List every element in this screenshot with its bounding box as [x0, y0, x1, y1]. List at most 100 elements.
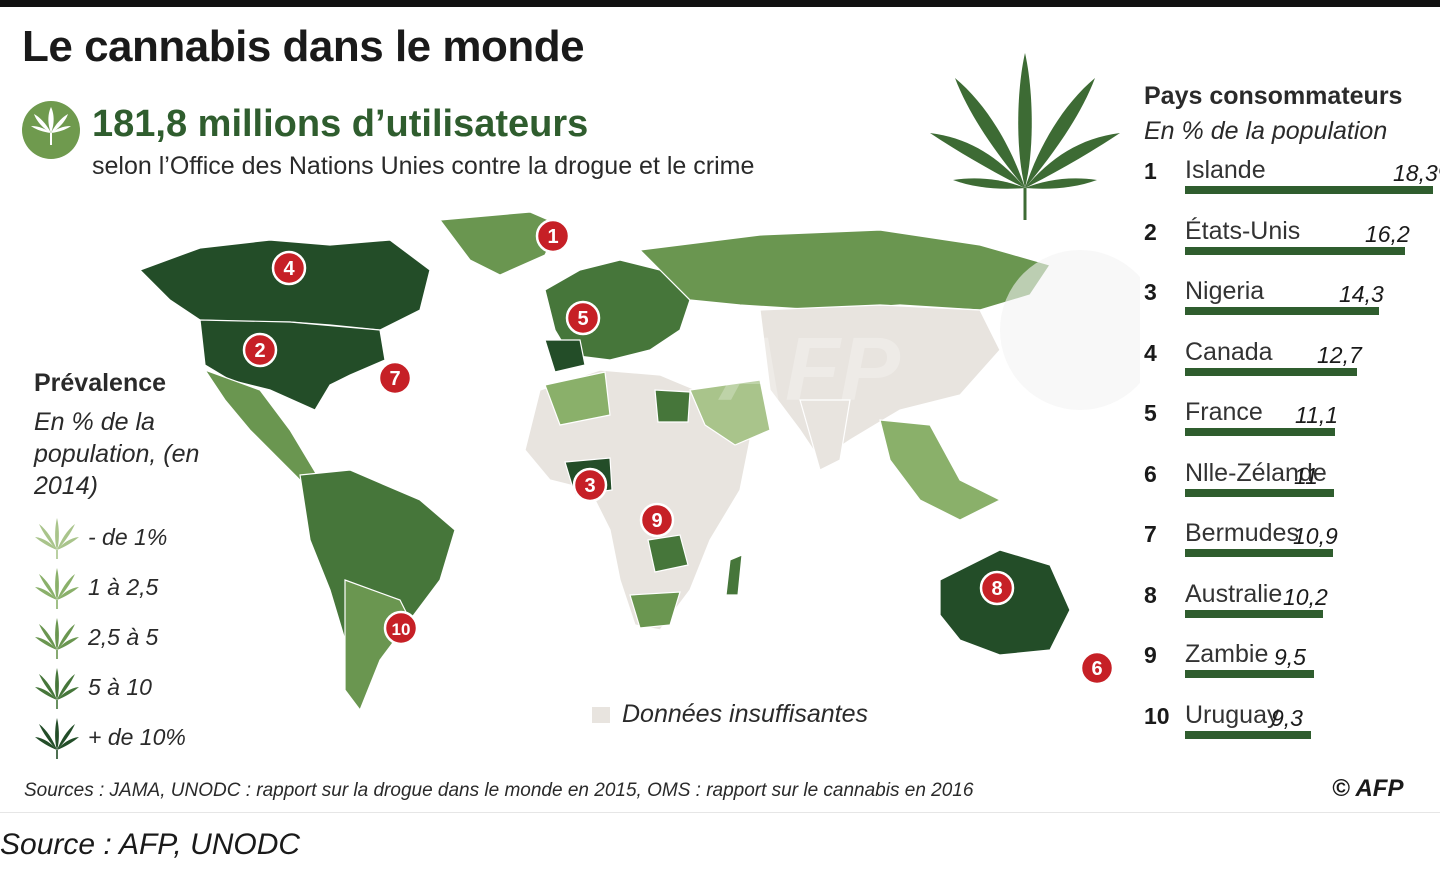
ranking-row: 5 France 11,1: [1144, 398, 1434, 452]
ranking-value: 14,3: [1339, 281, 1384, 307]
ranking-country: Zambie: [1185, 640, 1269, 668]
region-north-africa: [544, 371, 611, 426]
cannabis-leaf-icon: [35, 618, 79, 659]
ranking-value: 9,3: [1271, 704, 1303, 731]
legend-item: 5 à 10: [34, 666, 234, 710]
ranking-row: 2 États-Unis 16,2: [1144, 216, 1434, 271]
map-marker-label: 8: [991, 578, 1002, 600]
ranking-bar: [1185, 367, 1357, 376]
map-marker: 6: [1079, 650, 1115, 686]
map-marker: 2: [242, 332, 278, 368]
ranking-country: Bermudes: [1185, 519, 1299, 547]
map-marker-label: 9: [651, 510, 662, 532]
map-marker: 8: [979, 570, 1015, 606]
ranking-row: 3 Nigeria 14,3: [1144, 277, 1434, 331]
page-title: Le cannabis dans le monde: [22, 22, 585, 71]
cannabis-leaf-badge-icon: [22, 101, 80, 159]
ranking-bar: [1185, 428, 1335, 436]
ranking-bar: [1185, 609, 1323, 618]
ranking-country: États-Unis: [1185, 216, 1301, 245]
cannabis-leaf-icon: [35, 568, 79, 609]
cannabis-leaf-icon: [35, 668, 79, 709]
map-marker-dot: [572, 467, 608, 503]
ranking-row: 1 Islande 18,3%: [1144, 156, 1440, 210]
map-marker-dot: [565, 300, 601, 336]
ranking-country: Australie: [1185, 579, 1283, 608]
sources: Sources : JAMA, UNODC : rapport sur la d…: [24, 780, 974, 801]
ranking-value: 9,5: [1274, 644, 1306, 670]
map-marker-label: 5: [577, 308, 588, 330]
ranking-bar: [1185, 730, 1311, 739]
ranking-subtitle: En % de la population: [1144, 117, 1388, 145]
ranking-rank: 2: [1144, 218, 1157, 245]
legend-item: + de 10%: [34, 716, 234, 760]
map-marker-label: 10: [392, 620, 411, 639]
map-marker: 5: [565, 300, 601, 336]
legend-item: - de 1%: [34, 516, 234, 560]
ranking-value: 12,7: [1317, 341, 1362, 368]
ranking-country: Nlle-Zélande: [1185, 458, 1327, 487]
map-marker-dot: [535, 218, 571, 254]
ranking-row: 6 Nlle-Zélande 11: [1144, 458, 1434, 513]
map-marker-dot: [639, 502, 675, 538]
legend-title: Prévalence: [34, 369, 167, 397]
ranking-bar: [1185, 670, 1314, 678]
map-marker-dot: [377, 360, 413, 396]
map-marker-dot: [242, 332, 278, 368]
ranking-row: 4 Canada 12,7: [1144, 338, 1434, 392]
ranking-country: Islande: [1185, 156, 1266, 184]
ranking-row: 8 Australie 10,2: [1144, 579, 1434, 634]
region-south-america: [299, 469, 456, 712]
ranking-rank: 4: [1144, 339, 1157, 366]
ranking-rank: 10: [1144, 702, 1170, 729]
region-iberia: [544, 339, 586, 373]
region-southeast-asia: [879, 419, 1002, 521]
ranking-rank: 3: [1144, 279, 1157, 305]
legend-item-label: + de 10%: [88, 724, 186, 750]
map-marker: 7: [377, 360, 413, 396]
legend-item-label: 5 à 10: [88, 674, 152, 700]
map-marker-dot: [1079, 650, 1115, 686]
ranking-value: 18,3%: [1393, 160, 1440, 186]
map-marker-dot: [979, 570, 1015, 606]
no-data-swatch: [592, 707, 610, 723]
ranking-country: France: [1185, 398, 1263, 426]
ranking-country: Uruguay: [1185, 700, 1280, 729]
ranking-rank: 6: [1144, 460, 1157, 487]
headline: 181,8 millions d’utilisateurs: [92, 103, 589, 145]
ranking-rank: 5: [1144, 400, 1157, 426]
map-marker-label: 3: [584, 475, 595, 497]
ranking-markers: 1 2 3 4 5 6 7 8 9 10: [242, 218, 1115, 686]
ranking-bar: [1185, 186, 1433, 194]
region-madagascar: [725, 554, 743, 596]
legend-item-label: 2,5 à 5: [88, 624, 159, 650]
divider: [0, 812, 1440, 813]
map-marker-label: 4: [283, 258, 295, 280]
region-south-africa: [629, 591, 681, 629]
continents: [138, 211, 1106, 712]
afp-copyright: © AFP: [1332, 775, 1404, 802]
cannabis-leaf-icon: [35, 518, 79, 559]
region-greenland: [438, 211, 561, 276]
legend-item: 1 à 2,5: [34, 566, 234, 610]
ranking-value: 10,9: [1293, 523, 1338, 549]
region-egypt: [654, 389, 691, 423]
ranking-value: 16,2: [1365, 220, 1410, 247]
map-marker-dot: [383, 610, 419, 646]
ranking-rank: 9: [1144, 642, 1157, 668]
ranking-bar: [1185, 549, 1333, 557]
cannabis-leaf-icon: [35, 718, 79, 759]
ranking-value: 11,1: [1295, 402, 1339, 428]
ranking-bar: [1185, 488, 1334, 497]
ranking-row: 7 Bermudes 10,9: [1144, 519, 1434, 573]
map-marker: 9: [639, 502, 675, 538]
map-marker-label: 7: [389, 368, 400, 390]
afp-watermark: AFP: [718, 320, 901, 420]
ranking-row: 10 Uruguay 9,3: [1144, 700, 1434, 755]
map-marker: 10: [383, 610, 419, 646]
no-data-label: Données insuffisantes: [622, 700, 868, 728]
map-marker-label: 6: [1091, 658, 1102, 680]
top-rule: [0, 0, 1440, 7]
region-middle-east: [689, 379, 771, 446]
map-marker-label: 1: [547, 226, 558, 248]
